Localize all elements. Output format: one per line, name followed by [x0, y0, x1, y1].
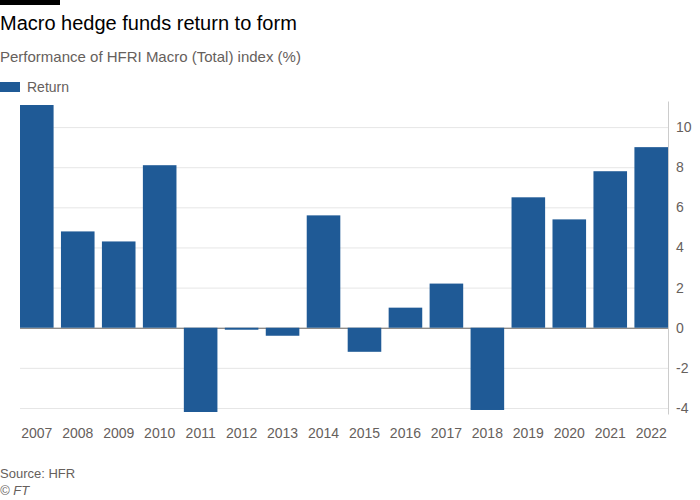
- grid-line: [20, 328, 668, 329]
- x-tick-label: 2016: [390, 425, 421, 441]
- grid-line: [20, 207, 668, 208]
- x-tick: 2007: [21, 425, 52, 441]
- grid-line: [20, 408, 668, 409]
- x-tick: 2012: [226, 425, 257, 441]
- bar: [593, 171, 627, 328]
- grid-line: [20, 127, 668, 128]
- bar: [430, 284, 464, 328]
- x-tick: 2017: [431, 425, 462, 441]
- x-tick: 2020: [554, 425, 585, 441]
- background: [0, 0, 700, 500]
- bar: [143, 165, 177, 328]
- y-tick-label: -4: [676, 400, 689, 416]
- x-tick-label: 2022: [636, 425, 667, 441]
- y-tick: -2: [20, 360, 689, 376]
- x-tick-label: 2009: [103, 425, 134, 441]
- y-tick-label: 6: [676, 199, 684, 215]
- bar: [20, 105, 54, 328]
- x-tick: 2011: [186, 425, 216, 441]
- x-tick-label: 2015: [349, 425, 380, 441]
- brand-bar: [0, 0, 60, 5]
- x-tick: 2019: [513, 425, 544, 441]
- legend-swatch: [0, 82, 20, 92]
- x-tick-label: 2010: [144, 425, 175, 441]
- x-tick-label: 2019: [513, 425, 544, 441]
- x-tick: 2013: [267, 425, 298, 441]
- marks: [20, 105, 668, 412]
- x-tick-label: 2017: [431, 425, 462, 441]
- grid-line: [20, 368, 668, 369]
- chart: Macro hedge funds return to form Performa…: [0, 0, 700, 500]
- y-tick-label: 4: [676, 239, 684, 255]
- bar: [184, 328, 218, 412]
- bar: [552, 219, 586, 327]
- legend: Return: [0, 79, 69, 95]
- y-tick-label: -2: [676, 360, 689, 376]
- title: Macro hedge funds return to form: [0, 12, 297, 34]
- x-tick: 2015: [349, 425, 380, 441]
- x-tick-label: 2020: [554, 425, 585, 441]
- x-tick-label: 2008: [62, 425, 93, 441]
- bar: [389, 308, 423, 328]
- bar: [102, 241, 136, 327]
- x-tick: 2010: [144, 425, 175, 441]
- y-axis-line: [668, 102, 669, 415]
- bar: [471, 328, 505, 410]
- legend-item: Return: [0, 79, 69, 95]
- y-tick-label: 0: [676, 320, 684, 336]
- x-tick: 2008: [62, 425, 93, 441]
- subtitle: Performance of HFRI Macro (Total) index …: [0, 48, 301, 65]
- bar: [225, 328, 259, 330]
- x-tick-label: 2012: [226, 425, 257, 441]
- x-tick: 2014: [308, 425, 339, 441]
- x-axis: 2007 2008 2009 2010 2011 2012 2013 2014 2015 2016…: [21, 425, 667, 441]
- y-tick-label: 10: [676, 119, 692, 135]
- x-tick-label: 2018: [472, 425, 503, 441]
- x-tick-label: 2021: [595, 425, 626, 441]
- y-tick: -4: [20, 400, 689, 416]
- grid-line: [20, 167, 668, 168]
- credit: © FT: [0, 483, 30, 498]
- y-tick: 10: [20, 119, 692, 135]
- bar: [634, 147, 668, 328]
- y-tick-label: 8: [676, 159, 684, 175]
- y-tick: 6: [20, 199, 684, 215]
- y-tick-label: 2: [676, 280, 684, 296]
- legend-label: Return: [27, 79, 69, 95]
- x-tick-label: 2011: [186, 425, 216, 441]
- bar: [266, 328, 300, 336]
- x-tick-label: 2013: [267, 425, 298, 441]
- x-tick: 2022: [636, 425, 667, 441]
- x-tick-label: 2007: [21, 425, 52, 441]
- x-tick: 2018: [472, 425, 503, 441]
- x-tick: 2016: [390, 425, 421, 441]
- bar: [348, 328, 382, 352]
- bar: [512, 197, 546, 327]
- x-tick-label: 2014: [308, 425, 339, 441]
- bar: [307, 215, 341, 327]
- bar: [61, 231, 95, 327]
- y-tick: 8: [20, 159, 684, 175]
- x-tick: 2009: [103, 425, 134, 441]
- source: Source: HFR: [0, 466, 75, 481]
- y-axis: -4 -2 0 2 4 6 8 10: [20, 102, 692, 416]
- x-tick: 2021: [595, 425, 626, 441]
